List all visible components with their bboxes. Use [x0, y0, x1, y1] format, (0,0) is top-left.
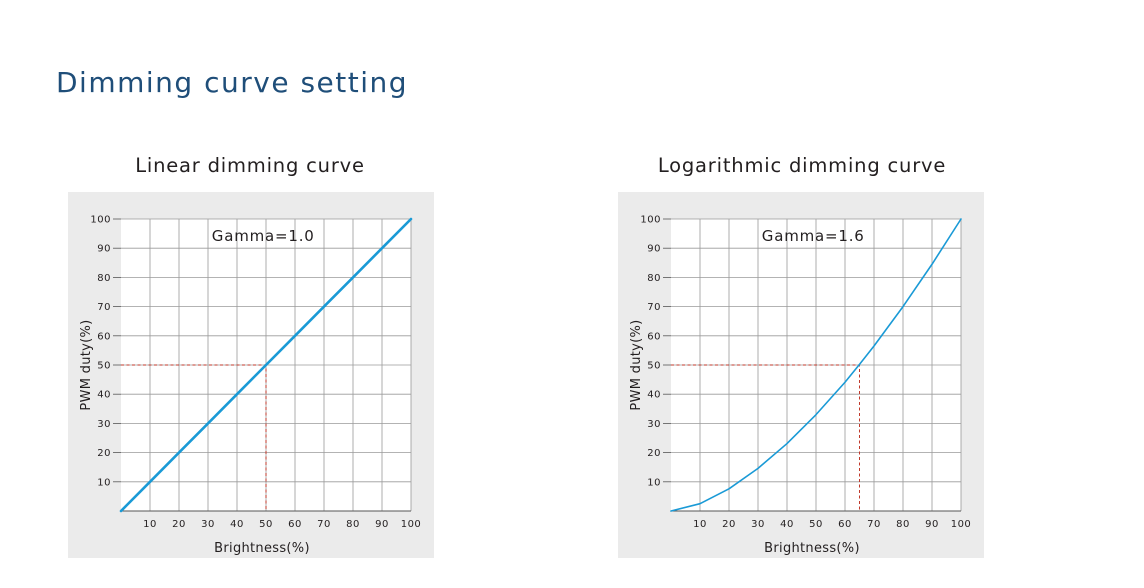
- x-tick-label: 50: [809, 519, 823, 530]
- x-tick-label: 30: [201, 519, 215, 530]
- y-tick-label: 40: [97, 390, 111, 401]
- y-tick-label: 70: [97, 302, 111, 313]
- y-tick-label: 100: [640, 215, 661, 226]
- x-tick-label: 20: [172, 519, 186, 530]
- y-tick-label: 10: [97, 477, 111, 488]
- y-tick-label: 20: [97, 448, 111, 459]
- x-tick-label: 70: [867, 519, 881, 530]
- x-tick-label: 80: [346, 519, 360, 530]
- y-tick-label: 90: [647, 244, 661, 255]
- y-tick-label: 60: [97, 331, 111, 342]
- y-tick-label: 100: [90, 215, 111, 226]
- y-axis-label: PWM duty(%): [629, 319, 644, 410]
- y-tick-label: 30: [97, 419, 111, 430]
- x-tick-label: 60: [288, 519, 302, 530]
- y-tick-label: 60: [647, 331, 661, 342]
- x-axis-label: Brightness(%): [214, 541, 310, 556]
- x-tick-label: 100: [401, 519, 422, 530]
- dimming-curve-line: [670, 218, 962, 512]
- linear-dimming-chart: 10 20 30 40 50 60 70 80 90 100 10 20 30 40 50 60 70 80 90 1…: [68, 192, 434, 558]
- x-tick-label: 40: [780, 519, 794, 530]
- y-tick-label: 40: [647, 390, 661, 401]
- x-tick-label: 80: [896, 519, 910, 530]
- x-tick-label: 10: [143, 519, 157, 530]
- x-tick-label: 60: [838, 519, 852, 530]
- chart-title-logarithmic: Logarithmic dimming curve: [657, 154, 947, 177]
- y-tick-label: 50: [647, 361, 661, 372]
- y-tick-label: 20: [647, 448, 661, 459]
- y-tick-label: 70: [647, 302, 661, 313]
- y-tick-label: 80: [97, 273, 111, 284]
- x-tick-label: 50: [259, 519, 273, 530]
- y-tick-label: 10: [647, 477, 661, 488]
- gamma-annotation: Gamma=1.6: [762, 227, 865, 245]
- logarithmic-dimming-chart: 10 20 30 40 50 60 70 80 90 100 10 20 30 40 50 60 70 80 90 1…: [618, 192, 984, 558]
- x-tick-label: 100: [951, 519, 972, 530]
- x-tick-label: 90: [925, 519, 939, 530]
- dimming-curve-line: [119, 217, 413, 513]
- y-tick-label: 90: [97, 244, 111, 255]
- chart-title-linear: Linear dimming curve: [135, 154, 365, 177]
- gamma-annotation: Gamma=1.0: [212, 227, 315, 245]
- x-tick-label: 20: [722, 519, 736, 530]
- x-tick-label: 10: [693, 519, 707, 530]
- x-tick-label: 40: [230, 519, 244, 530]
- y-tick-label: 80: [647, 273, 661, 284]
- y-tick-label: 30: [647, 419, 661, 430]
- x-axis-label: Brightness(%): [764, 541, 860, 556]
- x-tick-label: 90: [375, 519, 389, 530]
- y-tick-label: 50: [97, 361, 111, 372]
- y-axis-label: PWM duty(%): [79, 319, 94, 410]
- page-title: Dimming curve setting: [56, 66, 409, 99]
- x-tick-label: 70: [317, 519, 331, 530]
- x-tick-label: 30: [751, 519, 765, 530]
